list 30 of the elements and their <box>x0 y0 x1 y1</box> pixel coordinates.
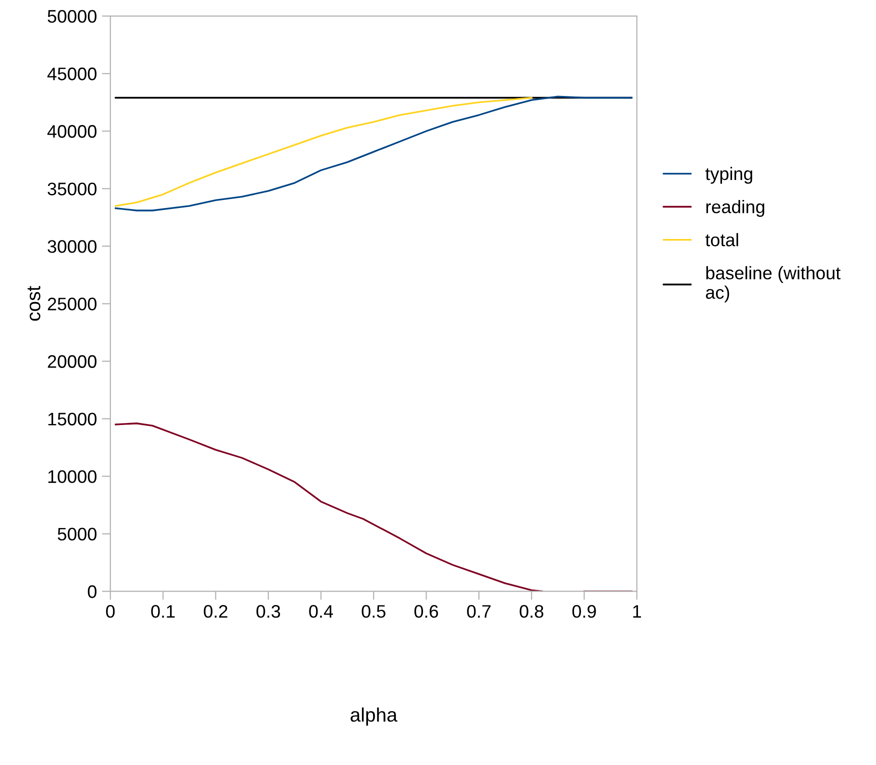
x-axis-title: alpha <box>350 707 398 726</box>
y-tick-label: 40000 <box>47 125 96 138</box>
x-tick-label: 0.8 <box>520 605 544 618</box>
y-tick-label: 0 <box>88 585 96 598</box>
legend-label: baseline (without ac) <box>706 266 841 302</box>
y-tick-label: 15000 <box>48 412 96 426</box>
x-tick-label: 1 <box>633 605 641 618</box>
y-tick-label: 20000 <box>48 355 96 368</box>
legend-label: reading <box>706 200 764 217</box>
x-tick-label: 0 <box>106 605 115 618</box>
x-tick-label: 0.5 <box>362 605 386 618</box>
y-tick-label: 25000 <box>48 298 96 310</box>
x-tick-label: 0.7 <box>467 605 491 618</box>
y-tick-label: 10000 <box>48 470 96 484</box>
line-series <box>114 96 632 212</box>
x-tick-label: 0.6 <box>414 605 438 618</box>
y-tick-label: 5000 <box>58 528 96 541</box>
legend-label: typing <box>705 166 752 184</box>
legend-label: total <box>705 233 738 246</box>
x-tick-label: 0.9 <box>572 605 596 618</box>
x-tick-label: 0.1 <box>151 605 175 618</box>
x-tick-label: 0.3 <box>256 605 280 618</box>
y-tick-label: 50000 <box>48 10 96 23</box>
x-tick-label: 0.2 <box>204 605 228 618</box>
line-series <box>114 96 532 207</box>
x-tick-label: 0.4 <box>309 605 333 618</box>
y-tick-label: 30000 <box>48 240 96 253</box>
y-tick-label: 45000 <box>47 68 96 80</box>
y-tick-label: 35000 <box>48 182 96 196</box>
y-axis-title: cost <box>28 286 40 321</box>
